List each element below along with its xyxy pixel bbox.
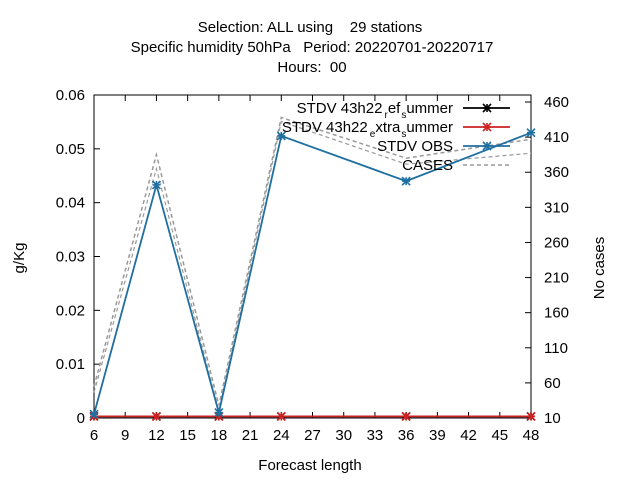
x-tick-label: 12	[148, 427, 165, 444]
x-tick-label: 36	[398, 427, 415, 444]
y-tick-label: 0.04	[56, 195, 85, 212]
legend-marks	[463, 103, 510, 166]
legend: STDV 43h22 refsummer STDV 43h22 extrasumme…	[282, 100, 510, 174]
legend-label-cases: CASES	[402, 157, 453, 174]
x-tick-label: 33	[367, 427, 384, 444]
y-tick-label: 0.06	[56, 87, 85, 104]
cases-line	[93, 116, 532, 406]
series-1-point	[276, 411, 286, 421]
chart-title-line-1: Selection: ALL using 29 stations	[198, 19, 423, 36]
y2-tick-label: 60	[544, 375, 561, 392]
series-cases	[93, 116, 532, 412]
x-tick-label: 24	[273, 427, 290, 444]
y2-axis-label: No cases	[591, 237, 608, 300]
series-2-point	[151, 180, 161, 190]
x-tick-label: 15	[179, 427, 196, 444]
y2-tick-label: 10	[544, 410, 561, 427]
y2-tick-label: 110	[544, 340, 568, 357]
y2-tick-label: 410	[544, 129, 569, 146]
x-tick-label: 30	[335, 427, 352, 444]
series-line-2	[93, 131, 532, 415]
y2-tick-label: 260	[544, 234, 569, 251]
series-lines	[89, 128, 536, 421]
chart-title-line-3: Hours: 00	[277, 59, 346, 76]
x-tick-label: 9	[121, 427, 129, 444]
series-2-point	[214, 408, 224, 418]
cases-line-shadow	[93, 120, 532, 412]
y-tick-label: 0.02	[56, 302, 85, 319]
x-tick-label: 27	[304, 427, 321, 444]
x-axis-label: Forecast length	[258, 457, 361, 474]
x-tick-label: 6	[90, 427, 98, 444]
y2-tick-label: 460	[544, 94, 569, 111]
legend-marker-1	[482, 122, 492, 132]
legend-label-obs: STDV OBS	[377, 138, 453, 155]
plot-frame	[93, 94, 532, 419]
x-tick-label: 42	[460, 427, 477, 444]
chart-title-line-2: Specific humidity 50hPa Period: 20220701…	[131, 39, 494, 56]
y-tick-label: 0.01	[56, 356, 85, 373]
x-tick-label: 45	[491, 427, 508, 444]
y2-tick-label: 310	[544, 199, 569, 216]
series-2-point	[89, 409, 99, 419]
y-tick-label: 0.03	[56, 249, 85, 266]
legend-marker-2	[482, 141, 492, 151]
y2-tick-label: 210	[544, 270, 569, 287]
x-tick-label: 21	[242, 427, 259, 444]
y-tick-label: 0.05	[56, 141, 85, 158]
series-1-point	[151, 411, 161, 421]
x-tick-label: 48	[523, 427, 540, 444]
y2-tick-label: 160	[544, 305, 569, 322]
legend-label-extra: STDV 43h22 extrasummer	[282, 119, 453, 140]
legend-marker-0	[482, 103, 492, 113]
x-tick-label: 18	[211, 427, 228, 444]
y-tick-label: 0	[77, 410, 85, 427]
legend-label-ref: STDV 43h22 refsummer	[297, 100, 453, 121]
series-2-point	[526, 128, 536, 138]
x-tick-label: 39	[429, 427, 446, 444]
series-1-point	[526, 411, 536, 421]
series-2-point	[276, 131, 286, 141]
y-axis-label: g/Kg	[11, 243, 28, 274]
series-2-point	[401, 176, 411, 186]
y2-tick-label: 360	[544, 164, 569, 181]
axis-ticks: 6 9 12 15 18 21 24 27 30 33 36 39 42 45 48 0 0.01 0.02 0.0…	[56, 87, 569, 444]
series-1-point	[401, 411, 411, 421]
